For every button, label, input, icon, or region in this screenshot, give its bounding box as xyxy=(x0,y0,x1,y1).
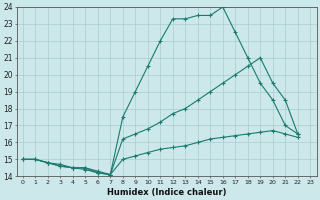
X-axis label: Humidex (Indice chaleur): Humidex (Indice chaleur) xyxy=(107,188,226,197)
